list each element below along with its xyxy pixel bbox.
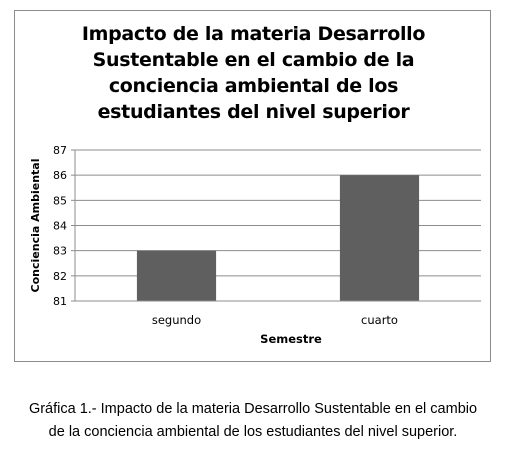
caption-line-1: Gráfica 1.- Impacto de la materia Desarr… bbox=[28, 401, 478, 417]
figure-caption: Gráfica 1.- Impacto de la materia Desarr… bbox=[0, 398, 506, 444]
bar-segundo bbox=[136, 250, 217, 301]
chart-frame: Impacto de la materia Desarrollo Sustent… bbox=[14, 10, 491, 362]
y-tick-label: 84 bbox=[53, 220, 67, 233]
y-axis-title: Conciencia Ambiental bbox=[29, 159, 42, 293]
x-tick-label: cuarto bbox=[361, 313, 398, 327]
chart-title-line-1: Impacto de la materia Desarrollo bbox=[81, 23, 426, 45]
caption-line-2: de la conciencia ambiental de los estudi… bbox=[48, 424, 458, 440]
chart-title-line-2: Sustentable en el cambio de la bbox=[92, 49, 415, 71]
bar-cuarto bbox=[339, 175, 420, 301]
x-axis-title: Semestre bbox=[260, 332, 322, 346]
chart-title-line-3: conciencia ambiental de los bbox=[108, 75, 399, 97]
y-tick-label: 87 bbox=[53, 144, 67, 157]
bar-chart: 81 82 83 84 85 86 87 segundo cuarto Semestre Conci… bbox=[29, 144, 481, 346]
chart-title-line-4: estudiantes del nivel superior bbox=[97, 101, 410, 123]
y-tick-label: 85 bbox=[53, 194, 67, 207]
y-tick-label: 86 bbox=[53, 169, 67, 182]
y-tick-label: 83 bbox=[53, 245, 67, 258]
y-tick-label: 81 bbox=[53, 295, 67, 308]
y-tick-label: 82 bbox=[53, 270, 67, 283]
x-tick-label: segundo bbox=[152, 313, 201, 327]
